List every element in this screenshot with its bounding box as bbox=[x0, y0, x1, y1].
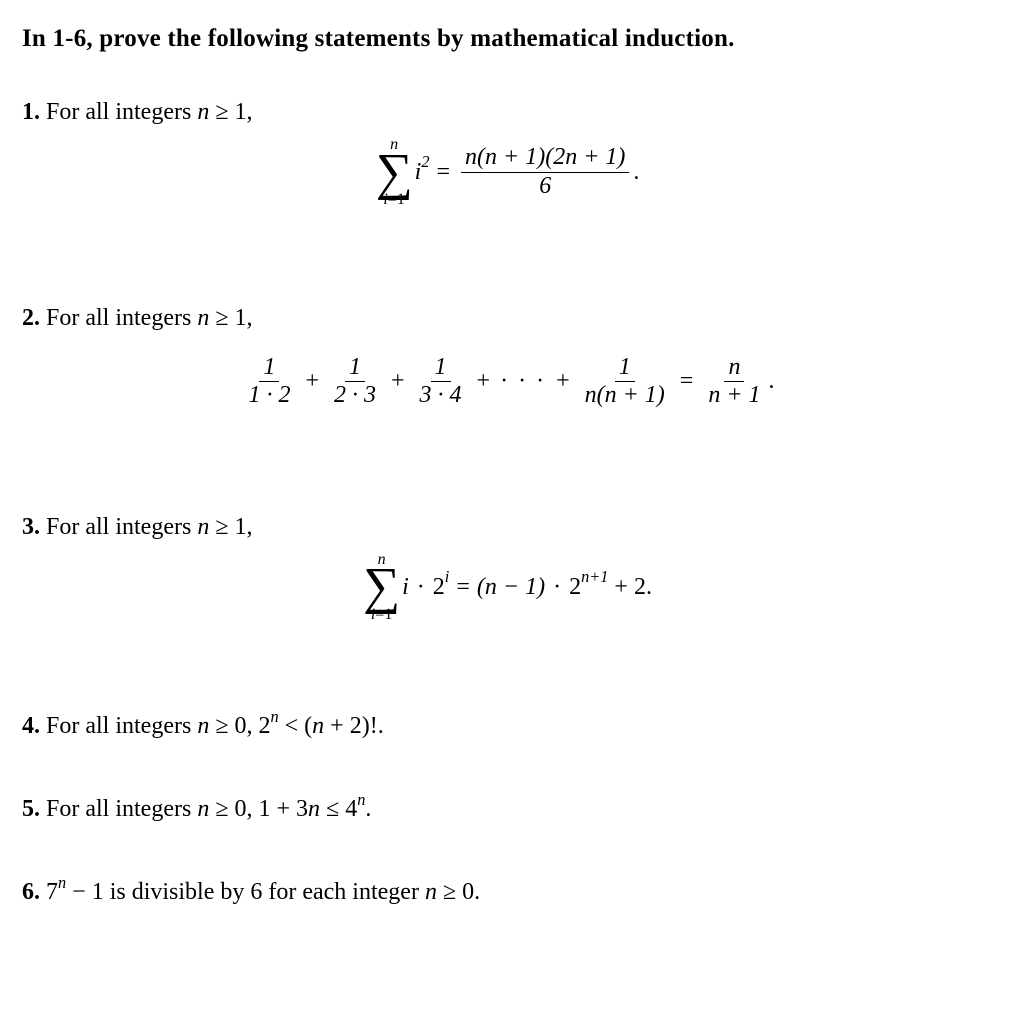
lhs: i · 2i bbox=[402, 574, 449, 601]
problem-3-text: For all integers n ≥ 1, bbox=[46, 514, 252, 541]
problem-1-number: 1. bbox=[22, 99, 40, 126]
problem-5-number: 5. bbox=[22, 796, 40, 823]
summand: i2 bbox=[415, 159, 430, 186]
rhs: (n − 1) · 2n+1 + 2. bbox=[477, 574, 652, 601]
problem-4-text: For all integers n ≥ 0, 2n < (n + 2)!. bbox=[46, 713, 384, 740]
problem-6-text: 7n − 1 is divisible by 6 for each intege… bbox=[46, 879, 480, 906]
problem-4: 4. For all integers n ≥ 0, 2n < (n + 2)!… bbox=[22, 713, 993, 740]
problem-3-number: 3. bbox=[22, 514, 40, 541]
fraction: n(n + 1)(2n + 1) 6 bbox=[461, 144, 629, 200]
ellipsis-icon: · · · bbox=[500, 368, 546, 395]
formula-1: n ∑ i=1 i2 = n(n + 1)(2n + 1) 6 . bbox=[22, 136, 993, 209]
problem-2: 2. For all integers n ≥ 1, 11 · 2 + 12 ·… bbox=[22, 305, 993, 410]
sigma-icon: n ∑ i=1 bbox=[376, 136, 413, 209]
sigma-icon: n ∑ i=1 bbox=[363, 551, 400, 624]
formula-3: n ∑ i=1 i · 2i = (n − 1) · 2n+1 + 2. bbox=[22, 551, 993, 624]
formula-2: 11 · 2 + 12 · 3 + 13 · 4 + · · · + 1n(n … bbox=[22, 354, 993, 410]
problem-3: 3. For all integers n ≥ 1, n ∑ i=1 i · 2… bbox=[22, 514, 993, 624]
problem-6-number: 6. bbox=[22, 879, 40, 906]
problem-1-text: For all integers n ≥ 1, bbox=[46, 99, 252, 126]
equals-sign: = bbox=[437, 159, 451, 186]
section-heading: In 1-6, prove the following statements b… bbox=[22, 25, 993, 53]
problem-5-text: For all integers n ≥ 0, 1 + 3n ≤ 4n. bbox=[46, 796, 371, 823]
problem-2-text: For all integers n ≥ 1, bbox=[46, 305, 252, 332]
problem-4-number: 4. bbox=[22, 713, 40, 740]
problem-1: 1. For all integers n ≥ 1, n ∑ i=1 i2 = … bbox=[22, 99, 993, 209]
problem-6: 6. 7n − 1 is divisible by 6 for each int… bbox=[22, 879, 993, 906]
problem-2-number: 2. bbox=[22, 305, 40, 332]
problem-5: 5. For all integers n ≥ 0, 1 + 3n ≤ 4n. bbox=[22, 796, 993, 823]
